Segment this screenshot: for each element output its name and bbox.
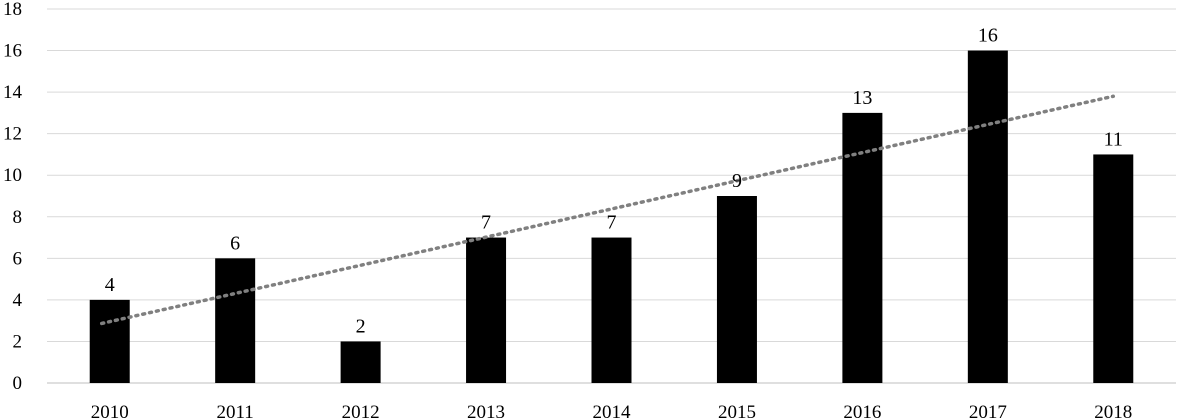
data-label: 9 [732, 170, 742, 192]
x-tick-label: 2018 [1094, 402, 1132, 420]
bar-2017 [967, 50, 1008, 384]
y-tick-label: 4 [13, 290, 23, 311]
data-label: 2 [356, 315, 366, 337]
x-tick-label: 2013 [467, 402, 505, 420]
data-label: 11 [1104, 128, 1123, 150]
x-axis-tick-labels: 2010 2011 2012 2013 2014 2015 2016 2017 2018 [91, 402, 1133, 420]
bar-2011 [215, 258, 256, 383]
x-tick-label: 2012 [342, 402, 380, 420]
trendline-layer [99, 94, 1116, 326]
y-tick-label: 6 [13, 248, 23, 269]
bar-2015 [716, 196, 757, 383]
y-tick-label: 16 [3, 41, 22, 62]
trendline [99, 94, 1116, 326]
y-tick-label: 2 [13, 331, 23, 352]
y-tick-label: 8 [13, 207, 23, 228]
x-tick-label: 2014 [593, 402, 632, 420]
bars [89, 50, 1134, 384]
data-label: 7 [481, 212, 491, 234]
y-tick-label: 0 [13, 373, 23, 394]
y-tick-label: 10 [3, 165, 22, 186]
data-label: 13 [852, 87, 872, 109]
bar-2010 [89, 299, 130, 383]
x-tick-label: 2016 [843, 402, 881, 420]
x-tick-label: 2010 [91, 402, 129, 420]
bar-2016 [842, 112, 883, 383]
data-label: 7 [607, 212, 617, 234]
bar-2014 [591, 237, 632, 383]
data-label: 4 [105, 274, 115, 296]
x-tick-label: 2015 [718, 402, 756, 420]
data-label: 6 [230, 232, 240, 254]
y-axis-tick-labels: 0 2 4 6 8 10 12 14 16 18 [3, 0, 23, 394]
y-tick-label: 14 [3, 82, 23, 103]
y-tick-label: 12 [3, 124, 22, 145]
data-labels: 4 6 2 7 7 9 13 16 11 [105, 25, 1123, 338]
y-tick-label: 18 [3, 0, 22, 20]
x-tick-label: 2011 [217, 402, 254, 420]
data-label: 16 [978, 25, 998, 47]
bar-2012 [340, 341, 381, 383]
bar-2018 [1093, 154, 1134, 383]
x-tick-label: 2017 [969, 402, 1007, 420]
bar-2013 [466, 237, 507, 383]
